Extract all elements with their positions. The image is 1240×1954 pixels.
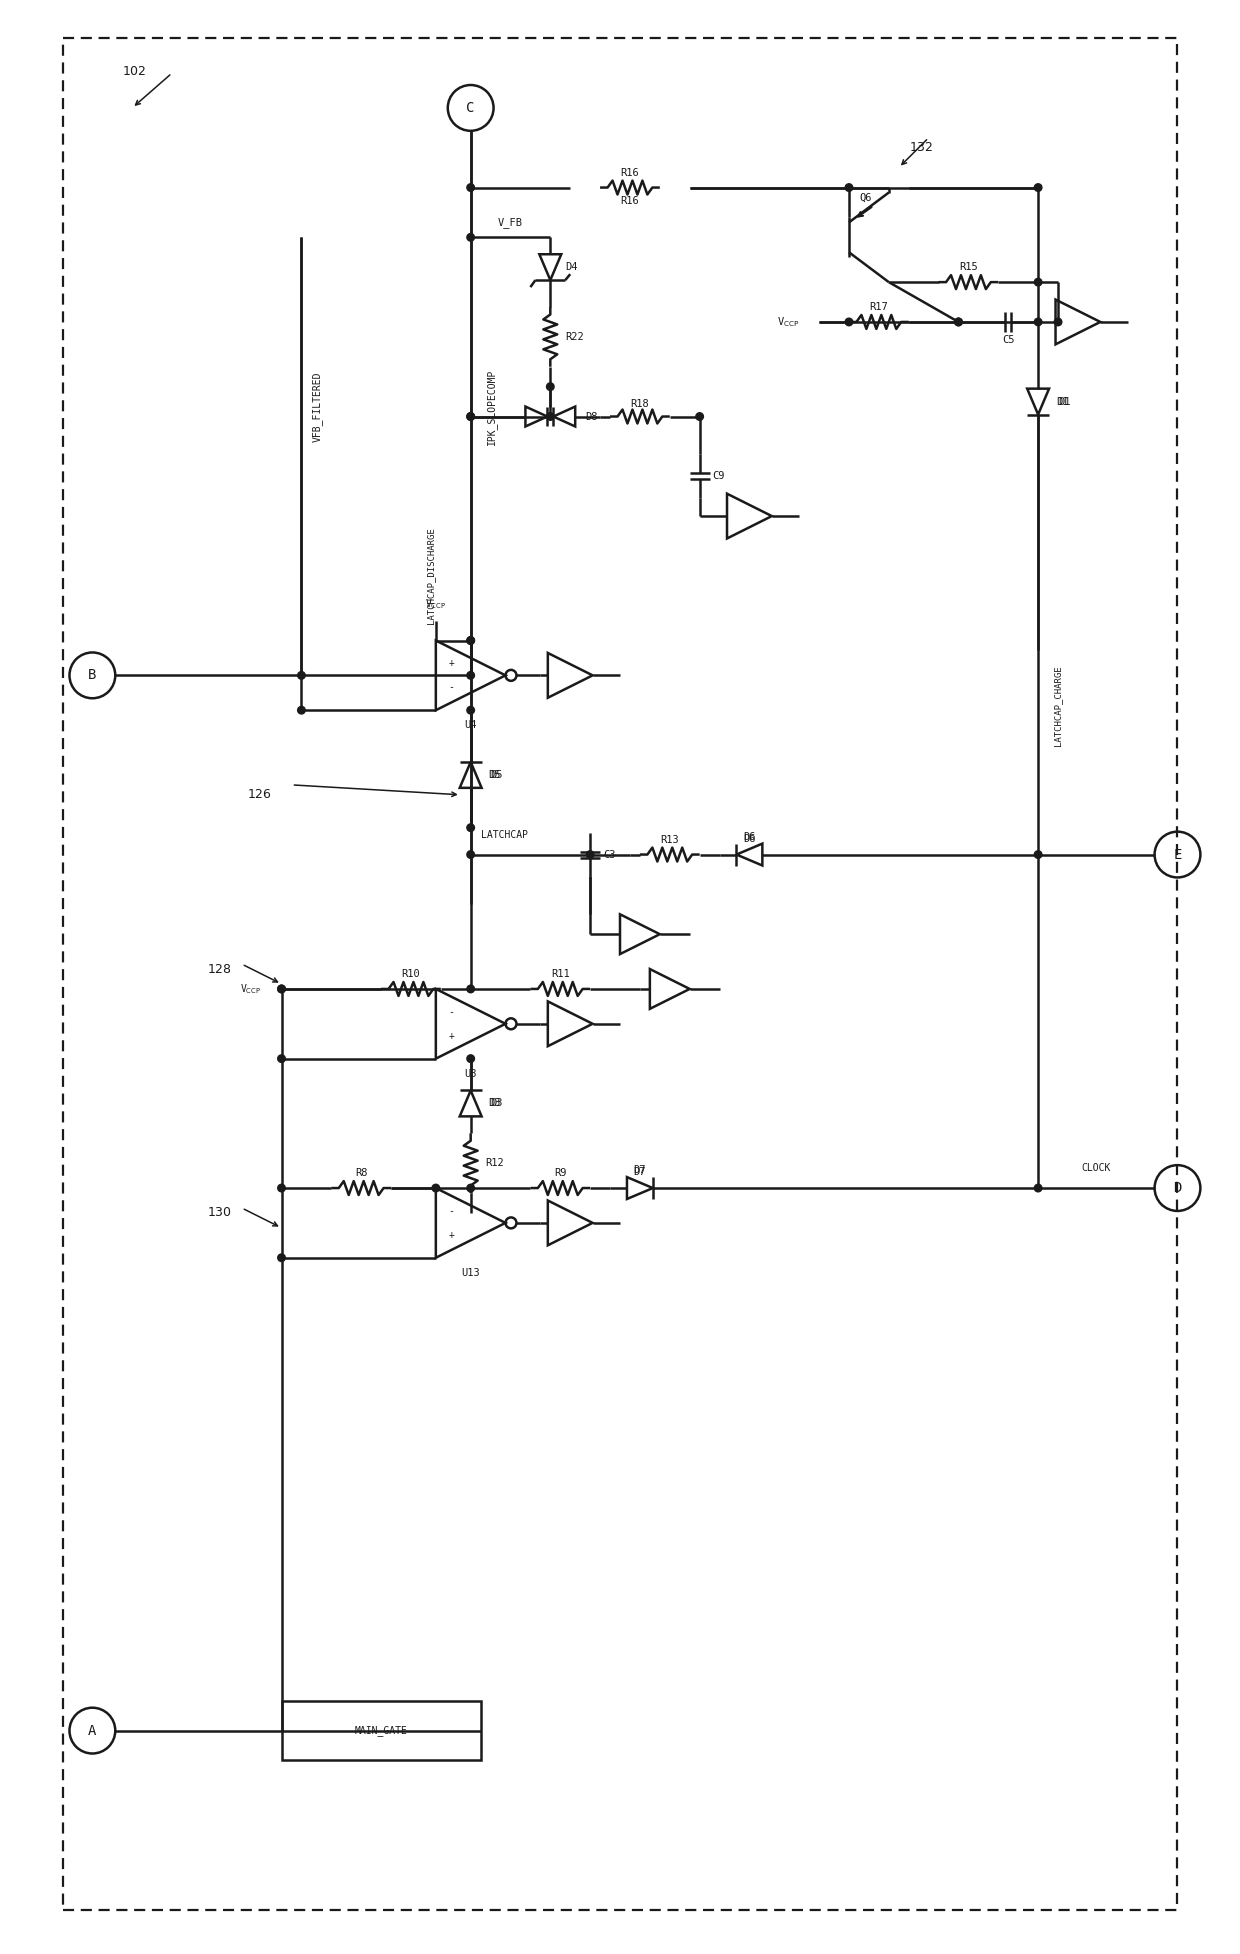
Circle shape	[467, 825, 475, 832]
Text: LATCHCAP_CHARGE: LATCHCAP_CHARGE	[1053, 664, 1061, 746]
Text: $\mathit{132}$: $\mathit{132}$	[909, 141, 934, 154]
Text: U8: U8	[465, 1069, 477, 1079]
Text: CLOCK: CLOCK	[1081, 1163, 1111, 1172]
Text: A: A	[88, 1723, 97, 1737]
Text: $\mathit{130}$: $\mathit{130}$	[207, 1206, 232, 1219]
Circle shape	[1034, 319, 1042, 326]
Circle shape	[467, 412, 475, 420]
Circle shape	[278, 985, 285, 993]
Circle shape	[467, 707, 475, 713]
Text: R17: R17	[869, 303, 888, 313]
Circle shape	[587, 850, 594, 858]
Circle shape	[467, 1184, 475, 1192]
Text: D8: D8	[585, 412, 598, 422]
Circle shape	[432, 1184, 440, 1192]
Text: U13: U13	[461, 1268, 480, 1278]
Text: D3: D3	[489, 1098, 501, 1108]
Text: V_FB: V_FB	[498, 217, 523, 229]
Text: MAIN_GATE: MAIN_GATE	[355, 1725, 408, 1735]
Text: C3: C3	[603, 850, 615, 860]
Text: V$_{\rm CCP}$: V$_{\rm CCP}$	[425, 596, 446, 612]
Text: IPK_SLOPECOMP: IPK_SLOPECOMP	[486, 369, 496, 446]
Circle shape	[467, 412, 475, 420]
Circle shape	[467, 985, 475, 993]
Text: C9: C9	[713, 471, 725, 481]
Text: R9: R9	[554, 1168, 567, 1178]
Circle shape	[846, 319, 853, 326]
Text: R10: R10	[402, 969, 420, 979]
Text: R13: R13	[661, 834, 680, 844]
Circle shape	[696, 412, 703, 420]
Text: R18: R18	[630, 399, 650, 408]
Circle shape	[278, 1254, 285, 1262]
Text: D5: D5	[491, 770, 503, 780]
Circle shape	[1034, 184, 1042, 191]
Circle shape	[467, 672, 475, 680]
Circle shape	[547, 383, 554, 391]
Text: R8: R8	[355, 1168, 367, 1178]
Text: Q6: Q6	[859, 193, 872, 203]
Circle shape	[278, 985, 285, 993]
Circle shape	[467, 850, 475, 858]
Text: D: D	[1173, 1180, 1182, 1196]
Circle shape	[467, 1055, 475, 1063]
Text: $\mathit{102}$: $\mathit{102}$	[123, 64, 146, 78]
Text: D5: D5	[489, 770, 501, 780]
Circle shape	[846, 184, 853, 191]
Text: R11: R11	[551, 969, 569, 979]
Text: D3: D3	[491, 1098, 503, 1108]
Text: C: C	[466, 102, 475, 115]
Text: D1: D1	[1056, 397, 1069, 406]
Text: -: -	[449, 1206, 454, 1215]
Text: -: -	[449, 1006, 454, 1016]
Text: V$_{\rm CCP}$: V$_{\rm CCP}$	[241, 983, 262, 997]
Circle shape	[467, 234, 475, 240]
Text: $\mathit{128}$: $\mathit{128}$	[207, 963, 232, 975]
Circle shape	[1054, 319, 1061, 326]
Text: LATCHCAP_DISCHARGE: LATCHCAP_DISCHARGE	[427, 528, 435, 623]
Text: R22: R22	[565, 332, 584, 342]
Circle shape	[547, 412, 554, 420]
Circle shape	[955, 319, 962, 326]
Text: +: +	[449, 1032, 454, 1041]
Circle shape	[1034, 277, 1042, 285]
Circle shape	[298, 672, 305, 680]
Circle shape	[467, 637, 475, 645]
Text: R16: R16	[620, 197, 640, 207]
Text: E: E	[1173, 848, 1182, 862]
Circle shape	[467, 184, 475, 191]
Text: +: +	[449, 658, 454, 668]
Text: U4: U4	[465, 721, 477, 731]
Text: D7: D7	[634, 1165, 646, 1174]
Circle shape	[467, 637, 475, 645]
Text: R16: R16	[620, 168, 640, 178]
Text: C5: C5	[1002, 334, 1014, 344]
Circle shape	[1034, 1184, 1042, 1192]
Text: D6: D6	[743, 832, 755, 842]
Text: B: B	[88, 668, 97, 682]
Circle shape	[278, 1184, 285, 1192]
Text: D1: D1	[1058, 397, 1070, 406]
Circle shape	[1034, 850, 1042, 858]
Text: -: -	[449, 682, 454, 692]
Circle shape	[298, 707, 305, 713]
Text: D6: D6	[743, 834, 755, 844]
Text: VFB_FILTERED: VFB_FILTERED	[311, 371, 322, 442]
Text: D7: D7	[634, 1167, 646, 1176]
Text: R12: R12	[486, 1159, 505, 1168]
Text: V$_{\rm CCP}$: V$_{\rm CCP}$	[776, 315, 800, 328]
Circle shape	[955, 319, 962, 326]
Text: R15: R15	[959, 262, 978, 272]
Text: D4: D4	[565, 262, 578, 272]
Circle shape	[278, 1055, 285, 1063]
Text: $\mathit{126}$: $\mathit{126}$	[247, 787, 272, 801]
Text: +: +	[449, 1231, 454, 1241]
Text: LATCHCAP: LATCHCAP	[481, 830, 528, 840]
